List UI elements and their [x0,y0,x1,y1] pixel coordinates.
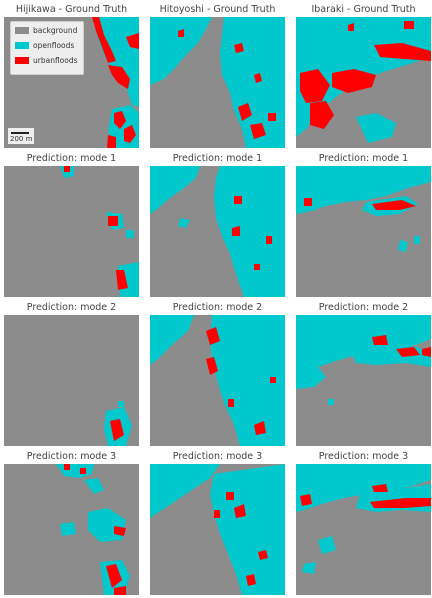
title-col3-mode1: Prediction: mode 1 [318,153,409,164]
title-col1-ground-truth: Hijikawa - Ground Truth [15,4,128,15]
map-hitoyoshi-mode2 [150,315,285,446]
title-col3-mode3: Prediction: mode 3 [318,451,409,462]
map-hijikawa-mode1 [4,166,139,297]
legend-swatch-urbanfloods [15,57,29,64]
map-hitoyoshi-mode3 [150,464,285,595]
map-ibaraki-mode1 [296,166,431,297]
map-hijikawa-ground-truth: background openfloods urbanfloods 200 m [4,17,139,148]
title-col1-mode2: Prediction: mode 2 [26,302,117,313]
title-col2-ground-truth: Hitoyoshi - Ground Truth [159,4,276,15]
map-ibaraki-ground-truth [296,17,431,148]
legend-swatch-openfloods [15,42,29,49]
scale-bar-label: 200 m [10,135,33,143]
title-col1-mode1: Prediction: mode 1 [26,153,117,164]
scale-bar: 200 m [8,128,34,144]
legend-label-urbanfloods: urbanfloods [33,56,78,65]
scale-bar-line [11,132,29,134]
title-col2-mode2: Prediction: mode 2 [172,302,263,313]
map-hitoyoshi-ground-truth [150,17,285,148]
map-ibaraki-mode3 [296,464,431,595]
legend-item-openfloods: openfloods [15,39,83,52]
legend-label-background: background [33,26,78,35]
title-col1-mode3: Prediction: mode 3 [26,451,117,462]
map-hijikawa-mode2 [4,315,139,446]
title-col2-mode1: Prediction: mode 1 [172,153,263,164]
map-ibaraki-mode2 [296,315,431,446]
title-col3-ground-truth: Ibaraki - Ground Truth [311,4,416,15]
legend-label-openfloods: openfloods [33,41,75,50]
map-hijikawa-mode3 [4,464,139,595]
title-col2-mode3: Prediction: mode 3 [172,451,263,462]
map-hitoyoshi-mode1 [150,166,285,297]
title-col3-mode2: Prediction: mode 2 [318,302,409,313]
legend-swatch-background [15,27,29,34]
legend: background openfloods urbanfloods [10,21,84,75]
legend-item-urbanfloods: urbanfloods [15,54,83,67]
legend-item-background: background [15,24,83,37]
